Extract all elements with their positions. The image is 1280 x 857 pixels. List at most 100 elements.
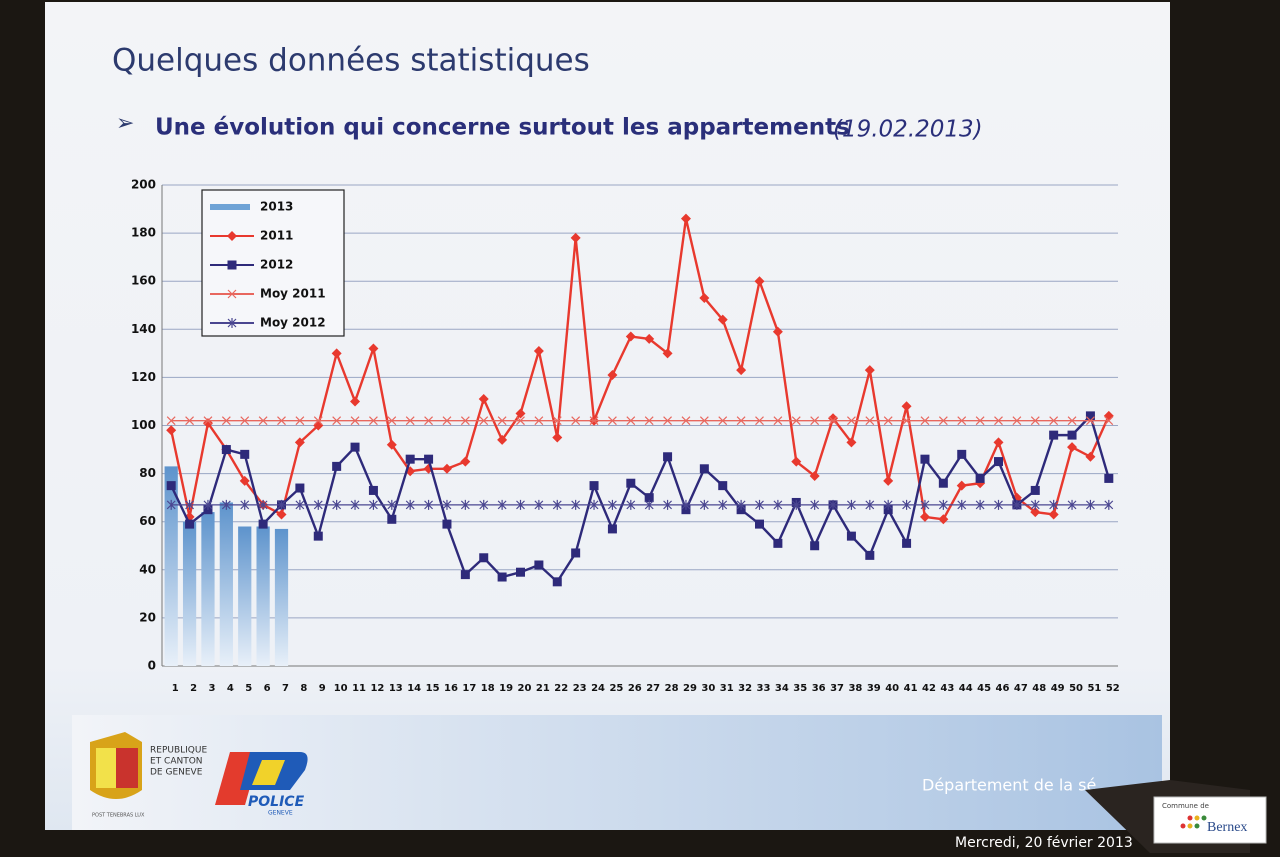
marker bbox=[294, 437, 305, 448]
marker bbox=[607, 524, 617, 534]
marker bbox=[828, 499, 838, 510]
x-tick-label: 18 bbox=[481, 683, 495, 694]
marker bbox=[185, 499, 195, 510]
marker bbox=[975, 416, 985, 426]
marker bbox=[1067, 430, 1077, 440]
x-tick-label: 45 bbox=[977, 683, 991, 694]
marker bbox=[1085, 451, 1096, 462]
marker bbox=[883, 475, 894, 486]
motto: POST TENEBRAS LUX bbox=[92, 813, 145, 819]
y-tick-label: 40 bbox=[139, 562, 156, 576]
x-tick-label: 17 bbox=[462, 683, 476, 694]
marker bbox=[607, 416, 617, 426]
marker bbox=[460, 570, 470, 580]
marker bbox=[479, 553, 489, 563]
marker bbox=[718, 481, 728, 491]
x-tick-label: 24 bbox=[591, 683, 605, 694]
marker bbox=[350, 396, 361, 407]
marker bbox=[295, 499, 305, 510]
marker bbox=[552, 432, 563, 443]
marker bbox=[479, 416, 489, 426]
y-tick-label: 80 bbox=[139, 466, 156, 480]
marker bbox=[571, 548, 581, 558]
x-tick-label: 15 bbox=[426, 683, 440, 694]
marker bbox=[902, 416, 912, 426]
marker bbox=[387, 416, 397, 426]
line bbox=[170, 413, 1110, 584]
commune-label: Commune de bbox=[1162, 802, 1209, 810]
marker bbox=[902, 499, 912, 510]
x-tick-label: 27 bbox=[646, 683, 660, 694]
marker bbox=[1049, 416, 1059, 426]
x-tick-label: 6 bbox=[264, 683, 271, 694]
marker bbox=[386, 439, 397, 450]
marker bbox=[589, 499, 599, 510]
marker bbox=[227, 260, 237, 270]
marker bbox=[1048, 509, 1059, 520]
x-tick-label: 22 bbox=[554, 683, 568, 694]
marker bbox=[295, 416, 305, 426]
marker bbox=[901, 401, 912, 412]
police-sub: GENEVE bbox=[268, 810, 293, 817]
legend-swatch bbox=[210, 204, 250, 210]
x-tick-label: 46 bbox=[996, 683, 1010, 694]
marker bbox=[865, 499, 875, 510]
marker bbox=[534, 416, 544, 426]
legend-label: Moy 2012 bbox=[260, 316, 326, 330]
marker bbox=[497, 499, 507, 510]
marker bbox=[736, 365, 747, 376]
canton-line: DE GENEVE bbox=[150, 768, 203, 778]
x-tick-label: 16 bbox=[444, 683, 458, 694]
x-tick-label: 19 bbox=[499, 683, 513, 694]
x-tick-label: 44 bbox=[959, 683, 973, 694]
y-tick-label: 20 bbox=[139, 610, 156, 624]
marker bbox=[681, 499, 691, 510]
x-tick-label: 39 bbox=[867, 683, 881, 694]
marker bbox=[773, 416, 783, 426]
marker bbox=[368, 499, 378, 510]
marker bbox=[571, 499, 581, 510]
marker bbox=[718, 499, 728, 510]
y-tick-label: 160 bbox=[131, 274, 156, 288]
marker bbox=[350, 499, 360, 510]
subtitle-note: (19.02.2013) bbox=[833, 117, 983, 143]
canton-line: ET CANTON bbox=[150, 757, 203, 767]
marker bbox=[424, 454, 434, 464]
x-tick-label: 10 bbox=[334, 683, 348, 694]
marker bbox=[957, 416, 967, 426]
marker bbox=[1012, 416, 1022, 426]
marker bbox=[975, 473, 985, 483]
marker bbox=[663, 452, 673, 462]
marker bbox=[332, 461, 342, 471]
marker bbox=[810, 416, 820, 426]
marker bbox=[239, 475, 250, 486]
x-tick-label: 30 bbox=[701, 683, 715, 694]
marker bbox=[755, 499, 764, 510]
x-tick-label: 29 bbox=[683, 683, 697, 694]
marker bbox=[755, 519, 764, 529]
bar bbox=[201, 512, 215, 666]
marker bbox=[332, 499, 342, 510]
marker bbox=[460, 416, 470, 426]
marker bbox=[919, 511, 930, 522]
marker bbox=[313, 531, 323, 541]
marker bbox=[957, 499, 967, 510]
x-tick-label: 9 bbox=[319, 683, 326, 694]
bar bbox=[238, 526, 252, 666]
marker bbox=[460, 499, 470, 510]
marker bbox=[203, 416, 213, 426]
bar bbox=[256, 526, 270, 666]
x-tick-label: 50 bbox=[1069, 683, 1083, 694]
marker bbox=[227, 289, 237, 299]
y-tick-label: 120 bbox=[131, 370, 156, 384]
date: Mercredi, 20 février 2013 bbox=[955, 835, 1133, 851]
legend-label: Moy 2011 bbox=[260, 287, 326, 301]
marker bbox=[240, 416, 250, 426]
marker bbox=[515, 408, 526, 419]
x-tick-label: 48 bbox=[1032, 683, 1046, 694]
marker bbox=[441, 463, 452, 474]
marker bbox=[1067, 442, 1078, 453]
legend-label: 2012 bbox=[260, 258, 293, 272]
x-tick-label: 1 bbox=[172, 683, 179, 694]
marker bbox=[221, 445, 231, 455]
